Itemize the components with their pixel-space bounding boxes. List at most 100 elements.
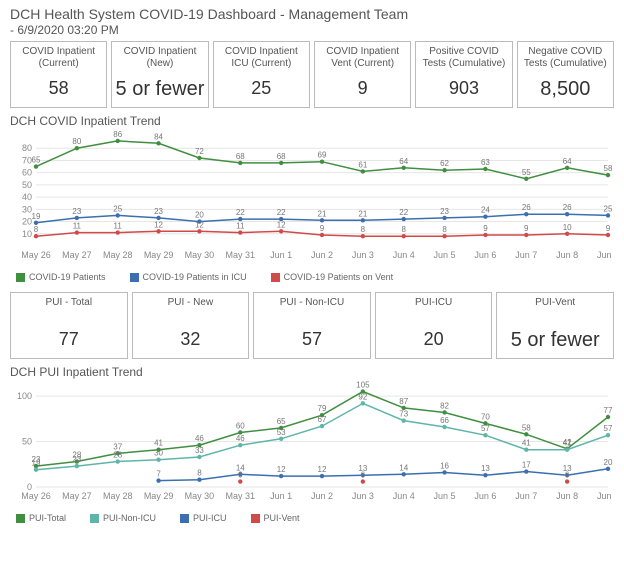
svg-text:57: 57 [604, 424, 613, 433]
chart2-title: DCH PUI Inpatient Trend [10, 365, 614, 379]
svg-text:12: 12 [154, 220, 163, 229]
svg-text:63: 63 [481, 158, 490, 167]
svg-text:53: 53 [277, 428, 286, 437]
svg-text:64: 64 [399, 157, 408, 166]
legend-label: PUI-ICU [193, 513, 227, 523]
svg-text:12: 12 [195, 220, 204, 229]
mid-card-label-2: PUI - Non-ICU [256, 297, 368, 321]
legend-item: PUI-Vent [251, 513, 300, 523]
chart2: 050100May 26May 27May 28May 29May 30May … [10, 381, 614, 511]
svg-text:70: 70 [22, 155, 32, 165]
svg-text:50: 50 [22, 180, 32, 190]
svg-text:May 28: May 28 [103, 491, 133, 501]
legend-label: COVID-19 Patients on Vent [284, 272, 394, 282]
svg-text:65: 65 [32, 156, 41, 165]
top-card-label-5: Negative COVID Tests (Cumulative) [520, 46, 611, 70]
svg-text:16: 16 [440, 461, 449, 470]
top-card-label-2: COVID Inpatient ICU (Current) [216, 46, 307, 70]
legend-swatch [251, 514, 260, 523]
svg-text:7: 7 [156, 470, 161, 479]
svg-text:55: 55 [522, 168, 531, 177]
svg-text:May 31: May 31 [226, 491, 256, 501]
svg-text:8: 8 [401, 225, 406, 234]
svg-text:Jun 1: Jun 1 [270, 250, 292, 260]
svg-text:41: 41 [154, 439, 163, 448]
svg-text:Jun 1: Jun 1 [270, 491, 292, 501]
svg-text:58: 58 [604, 164, 613, 173]
svg-text:68: 68 [236, 152, 245, 161]
svg-text:22: 22 [399, 208, 408, 217]
page-title: DCH Health System COVID-19 Dashboard - M… [10, 6, 614, 22]
legend-swatch [180, 514, 189, 523]
svg-text:Jun 3: Jun 3 [352, 491, 374, 501]
top-card-value-2: 25 [216, 78, 307, 99]
svg-text:Jun 7: Jun 7 [515, 250, 537, 260]
svg-text:8: 8 [197, 469, 202, 478]
mid-card-2: PUI - Non-ICU57 [253, 292, 371, 359]
svg-text:82: 82 [440, 401, 449, 410]
svg-text:17: 17 [522, 461, 531, 470]
svg-text:86: 86 [113, 130, 122, 139]
svg-text:25: 25 [604, 204, 613, 213]
svg-text:9: 9 [606, 224, 611, 233]
svg-text:66: 66 [440, 416, 449, 425]
svg-text:26: 26 [563, 203, 572, 212]
svg-text:46: 46 [236, 434, 245, 443]
svg-text:100: 100 [17, 391, 32, 401]
svg-text:20: 20 [195, 211, 204, 220]
chart1-wrap: 1020304050607080May 26May 27May 28May 29… [10, 130, 614, 270]
svg-text:80: 80 [22, 143, 32, 153]
top-card-value-3: 9 [317, 78, 408, 99]
svg-text:Jun 3: Jun 3 [352, 250, 374, 260]
svg-text:73: 73 [399, 410, 408, 419]
top-card-label-3: COVID Inpatient Vent (Current) [317, 46, 408, 70]
svg-text:10: 10 [563, 223, 572, 232]
svg-text:8: 8 [442, 225, 447, 234]
svg-text:40: 40 [22, 192, 32, 202]
svg-text:87: 87 [399, 397, 408, 406]
dashboard-root: DCH Health System COVID-19 Dashboard - M… [0, 0, 624, 539]
svg-text:33: 33 [195, 446, 204, 455]
legend-item: PUI-Total [16, 513, 66, 523]
svg-text:May 27: May 27 [62, 491, 92, 501]
top-card-0: COVID Inpatient (Current)58 [10, 41, 107, 108]
svg-text:Jun 7: Jun 7 [515, 491, 537, 501]
mid-card-label-4: PUI-Vent [499, 297, 611, 321]
legend-label: PUI-Total [29, 513, 66, 523]
svg-text:46: 46 [195, 434, 204, 443]
svg-text:May 26: May 26 [21, 491, 51, 501]
mid-card-1: PUI - New32 [132, 292, 250, 359]
legend-label: COVID-19 Patients in ICU [143, 272, 247, 282]
legend-item: COVID-19 Patients on Vent [271, 272, 394, 282]
legend-item: COVID-19 Patients in ICU [130, 272, 247, 282]
legend-swatch [271, 273, 280, 282]
svg-text:Jun 8: Jun 8 [556, 491, 578, 501]
svg-text:41: 41 [563, 439, 572, 448]
mid-card-0: PUI - Total77 [10, 292, 128, 359]
svg-text:19: 19 [32, 212, 41, 221]
legend-item: PUI-Non-ICU [90, 513, 156, 523]
svg-text:Jun 5: Jun 5 [434, 250, 456, 260]
svg-text:60: 60 [22, 168, 32, 178]
svg-text:Jun 2: Jun 2 [311, 491, 333, 501]
legend-item: COVID-19 Patients [16, 272, 106, 282]
top-card-value-5: 8,500 [520, 78, 611, 101]
mid-card-row: PUI - Total77PUI - New32PUI - Non-ICU57P… [10, 292, 614, 359]
top-card-label-0: COVID Inpatient (Current) [13, 46, 104, 70]
svg-text:May 29: May 29 [144, 250, 174, 260]
svg-text:Jun 5: Jun 5 [434, 491, 456, 501]
top-card-3: COVID Inpatient Vent (Current) 9 [314, 41, 411, 108]
svg-text:23: 23 [72, 455, 81, 464]
svg-text:May 30: May 30 [185, 250, 215, 260]
svg-text:58: 58 [522, 423, 531, 432]
svg-text:50: 50 [22, 437, 32, 447]
svg-text:77: 77 [604, 406, 613, 415]
top-card-row: COVID Inpatient (Current)58COVID Inpatie… [10, 41, 614, 108]
svg-text:12: 12 [277, 465, 286, 474]
svg-text:Jun 2: Jun 2 [311, 250, 333, 260]
svg-text:21: 21 [318, 209, 327, 218]
svg-text:11: 11 [114, 222, 123, 231]
svg-text:9: 9 [524, 224, 529, 233]
page-subtitle: - 6/9/2020 03:20 PM [10, 23, 614, 37]
svg-text:30: 30 [154, 449, 163, 458]
